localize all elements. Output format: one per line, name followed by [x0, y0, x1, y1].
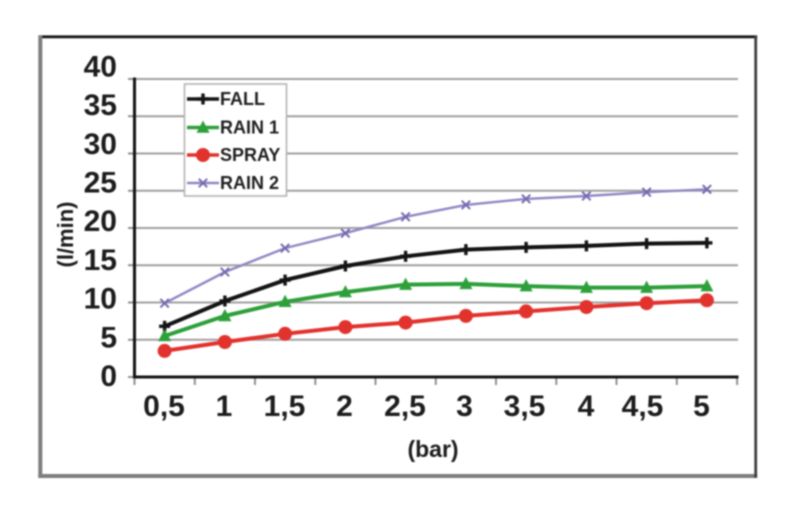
svg-text:15: 15: [84, 244, 117, 277]
svg-text:3,5: 3,5: [504, 390, 546, 423]
svg-text:SPRAY: SPRAY: [220, 145, 280, 165]
svg-text:25: 25: [84, 167, 117, 200]
svg-text:4,5: 4,5: [622, 390, 664, 423]
svg-text:RAIN 2: RAIN 2: [220, 173, 279, 193]
svg-text:2,5: 2,5: [384, 390, 426, 423]
svg-text:35: 35: [84, 89, 117, 122]
svg-text:FALL: FALL: [220, 89, 265, 109]
svg-text:1: 1: [216, 390, 233, 423]
svg-text:0: 0: [100, 360, 117, 393]
svg-text:5: 5: [693, 390, 710, 423]
svg-text:(l/min): (l/min): [53, 202, 78, 268]
svg-text:4: 4: [578, 390, 595, 423]
svg-text:30: 30: [84, 128, 117, 161]
svg-text:3: 3: [456, 390, 473, 423]
svg-text:(bar): (bar): [407, 436, 458, 462]
svg-text:40: 40: [84, 50, 117, 83]
svg-text:20: 20: [84, 205, 117, 238]
svg-text:10: 10: [84, 283, 117, 316]
svg-text:2: 2: [336, 390, 353, 423]
svg-text:0,5: 0,5: [143, 390, 185, 423]
svg-text:5: 5: [100, 321, 117, 354]
svg-text:RAIN 1: RAIN 1: [220, 118, 279, 138]
svg-text:1,5: 1,5: [264, 390, 306, 423]
